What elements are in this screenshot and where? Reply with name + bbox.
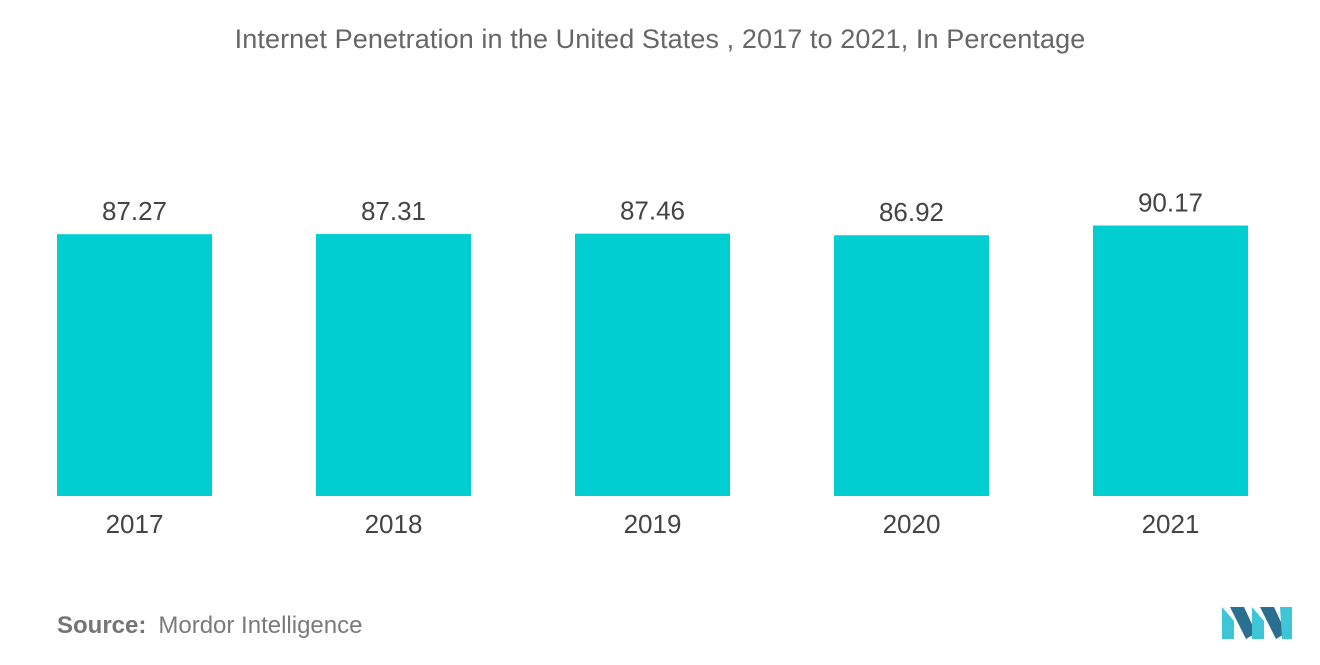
bar-chart: 87.27 87.31 87.46 86.92 90.17 2017 2018 2019 20… <box>57 187 1248 539</box>
category-label-2019: 2019 <box>624 509 682 539</box>
source-note: Source: Mordor Intelligence <box>57 612 362 640</box>
value-label-2017: 87.27 <box>102 196 167 226</box>
category-label-2018: 2018 <box>365 509 423 539</box>
value-label-2021: 90.17 <box>1138 187 1203 217</box>
bar-2021 <box>1093 225 1248 497</box>
bar-2018 <box>316 234 471 496</box>
mordor-intelligence-logo-icon <box>1222 607 1292 639</box>
value-label-2019: 87.46 <box>620 196 685 226</box>
bar-2019 <box>575 233 730 496</box>
source-label: Source: <box>57 612 147 639</box>
category-label-2021: 2021 <box>1142 509 1200 539</box>
source-text: Mordor Intelligence <box>158 612 363 639</box>
category-label-2017: 2017 <box>106 509 164 539</box>
chart-title: Internet Penetration in the United State… <box>234 24 1086 54</box>
bar-2020 <box>834 235 989 497</box>
value-label-2020: 86.92 <box>879 197 944 227</box>
bar-2017 <box>57 234 212 496</box>
category-label-2020: 2020 <box>883 509 941 539</box>
value-label-2018: 87.31 <box>361 196 426 226</box>
